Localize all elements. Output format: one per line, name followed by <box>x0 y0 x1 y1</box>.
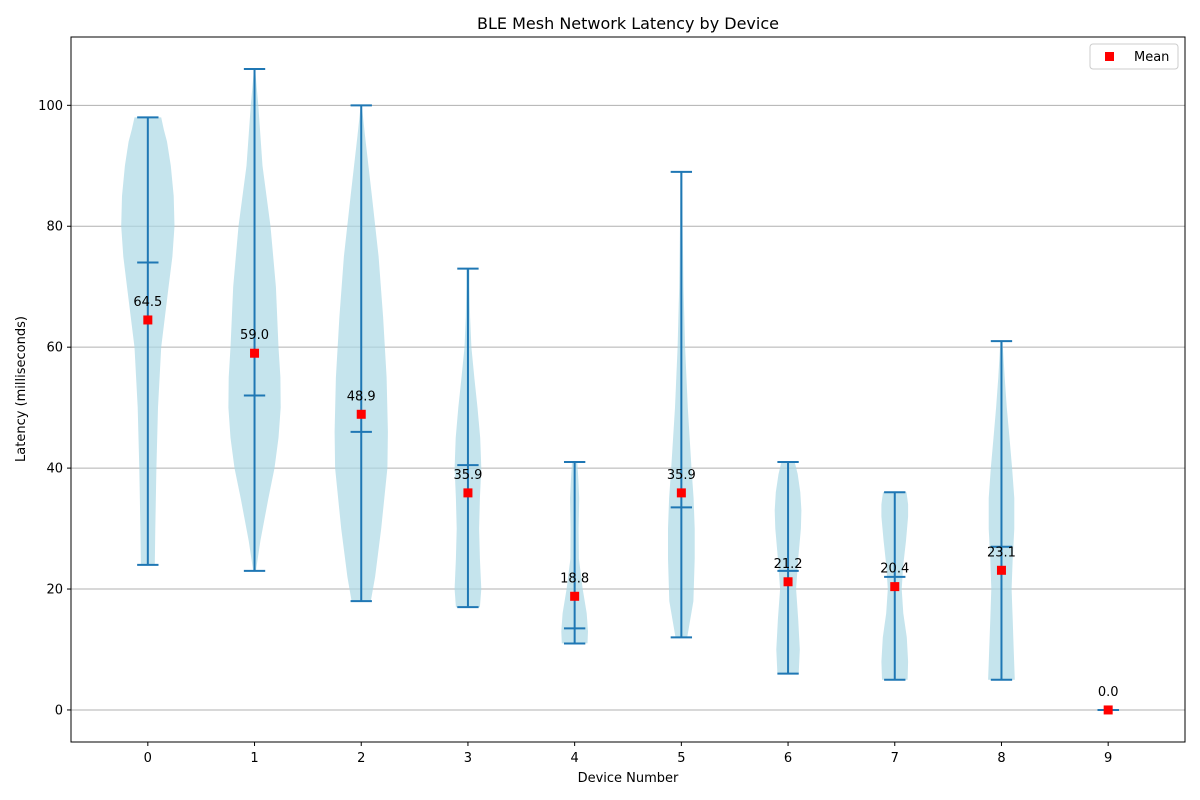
legend-mean-marker <box>1105 52 1114 61</box>
mean-marker-device-4 <box>570 591 580 601</box>
mean-markers <box>143 315 1113 715</box>
y-axis-ticks: 0 20 40 60 80 100 <box>38 99 71 718</box>
legend-box <box>1089 43 1179 70</box>
mean-marker-device-2 <box>356 409 366 419</box>
mean-marker-device-1 <box>250 348 260 358</box>
mean-marker-device-0 <box>143 315 153 325</box>
mean-label-device-8: 23.1 <box>987 545 1016 560</box>
x-axis-ticks: 0 1 2 3 4 5 6 7 8 9 <box>144 742 1112 766</box>
y-tick-label-80: 80 <box>46 220 63 235</box>
mean-marker-device-7 <box>890 582 900 592</box>
mean-label-device-4: 18.8 <box>560 571 589 586</box>
y-axis-title: Latency (milliseconds) <box>14 316 29 462</box>
mean-label-device-0: 64.5 <box>133 295 162 310</box>
mean-label-device-1: 59.0 <box>240 328 269 343</box>
mean-label-device-7: 20.4 <box>880 562 909 577</box>
x-tick-label-8: 8 <box>997 751 1005 766</box>
mean-label-device-5: 35.9 <box>667 468 696 483</box>
x-tick-label-0: 0 <box>144 751 152 766</box>
x-tick-label-9: 9 <box>1104 751 1112 766</box>
legend: Mean <box>1089 43 1179 70</box>
mean-label-device-3: 35.9 <box>453 468 482 483</box>
y-tick-label-20: 20 <box>46 583 63 598</box>
mean-label-device-2: 48.9 <box>347 389 376 404</box>
chart-title: BLE Mesh Network Latency by Device <box>477 14 779 33</box>
y-tick-label-60: 60 <box>46 341 63 356</box>
x-axis-title: Device Number <box>578 771 679 786</box>
y-tick-label-40: 40 <box>46 462 63 477</box>
y-tick-label-100: 100 <box>38 99 63 114</box>
mean-marker-device-3 <box>463 488 473 498</box>
legend-mean-label: Mean <box>1134 50 1169 65</box>
x-tick-label-6: 6 <box>784 751 792 766</box>
mean-marker-device-6 <box>783 577 793 587</box>
violin-stat-lines <box>137 68 1119 711</box>
x-tick-label-2: 2 <box>357 751 365 766</box>
x-tick-label-4: 4 <box>571 751 579 766</box>
mean-labels: 64.5 59.0 48.9 35.9 18.8 35.9 21.2 20.4 23.1 0.0 <box>133 295 1118 700</box>
x-tick-label-7: 7 <box>891 751 899 766</box>
mean-marker-device-9 <box>1103 705 1113 715</box>
x-tick-label-3: 3 <box>464 751 472 766</box>
x-tick-label-1: 1 <box>250 751 258 766</box>
mean-label-device-6: 21.2 <box>774 557 803 572</box>
mean-marker-device-5 <box>676 488 686 498</box>
plot-area-frame <box>70 36 1186 743</box>
mean-label-device-9: 0.0 <box>1098 685 1119 700</box>
y-tick-label-0: 0 <box>55 703 63 718</box>
x-tick-label-5: 5 <box>677 751 685 766</box>
mean-marker-device-8 <box>996 565 1006 575</box>
